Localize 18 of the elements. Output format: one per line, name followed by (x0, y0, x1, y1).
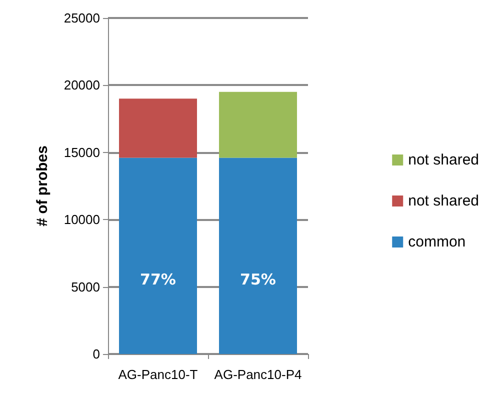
legend-label: not shared (408, 152, 480, 168)
y-axis-title: # of probes (34, 146, 51, 226)
x-tick-label: AG-Panc10-T (118, 367, 198, 382)
bar (219, 158, 297, 354)
x-tick-label: AG-Panc10-P4 (214, 367, 302, 382)
y-tick-label: 25000 (64, 10, 100, 26)
y-tick-label: 5000 (71, 279, 100, 294)
legend-label: common (408, 234, 466, 250)
annotation: 75% (240, 270, 276, 288)
y-tick-label: 15000 (64, 144, 100, 160)
y-tick-label: 10000 (64, 212, 100, 228)
legend-label: not shared (408, 192, 480, 210)
annotation: 77% (140, 270, 176, 288)
y-tick-label: 0 (92, 346, 100, 362)
bar (219, 92, 297, 158)
bar (119, 158, 197, 354)
bar (119, 98, 197, 158)
y-tick-label: 20000 (64, 78, 100, 93)
